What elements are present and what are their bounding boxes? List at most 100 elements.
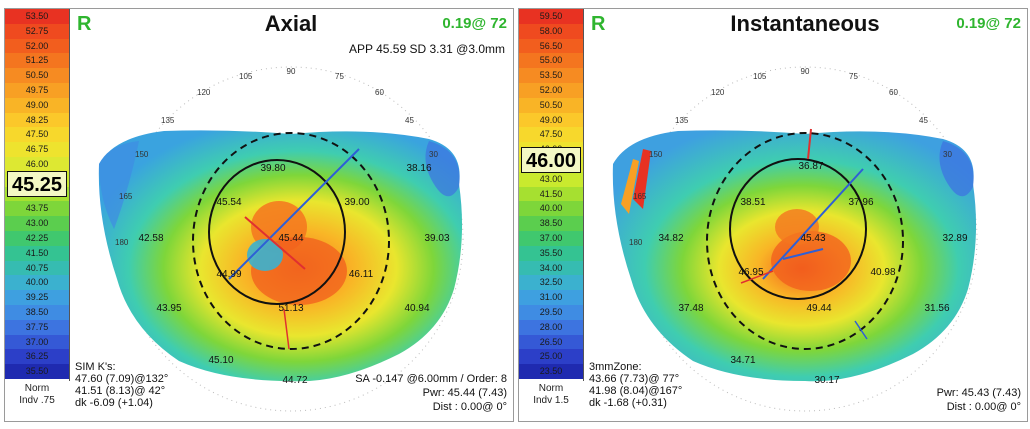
map-value: 46.11 xyxy=(349,269,374,280)
map-value: 45.54 xyxy=(216,197,241,208)
angle-label-90: 90 xyxy=(287,67,296,76)
angle-label-180: 180 xyxy=(115,238,129,247)
scale-row: 50.50 xyxy=(519,97,583,113)
scale-row: 47.50 xyxy=(519,127,583,143)
angle-label-45: 45 xyxy=(919,116,928,125)
inst-topography-map[interactable]: 90 75 60 45 30 105 120 135 150 165 180 3… xyxy=(583,9,1027,421)
scale-row: 38.50 xyxy=(5,305,69,320)
inst-title: Instantaneous xyxy=(730,11,880,36)
scale-row: 35.50 xyxy=(5,364,69,379)
scale-row: 49.00 xyxy=(519,112,583,128)
map-value: 37.96 xyxy=(848,197,873,208)
scale-row: 35.50 xyxy=(519,245,583,261)
scale-row: 37.75 xyxy=(5,319,69,335)
angle-label-150: 150 xyxy=(135,150,149,159)
scale-row: 28.00 xyxy=(519,319,583,335)
angle-label-30: 30 xyxy=(943,150,952,159)
map-value: 39.80 xyxy=(260,163,285,174)
angle-label-165: 165 xyxy=(633,192,647,201)
map-value: 49.44 xyxy=(806,303,831,314)
map-value: 42.58 xyxy=(138,233,163,244)
scale-row: 53.50 xyxy=(519,68,583,83)
scale-row: 41.50 xyxy=(519,186,583,202)
angle-label-135: 135 xyxy=(675,116,689,125)
scale-row: 32.50 xyxy=(519,275,583,291)
scale-row: 52.00 xyxy=(519,83,583,98)
map-value: 45.43 xyxy=(800,233,825,244)
angle-label-105: 105 xyxy=(753,72,767,81)
axial-title: Axial xyxy=(264,11,318,36)
map-value: 40.98 xyxy=(870,267,895,278)
scale-row: 40.75 xyxy=(5,260,69,276)
map-value: 39.03 xyxy=(424,233,449,244)
angle-label-150: 150 xyxy=(649,150,663,159)
scale-row: 23.50 xyxy=(519,364,583,379)
scale-row: 51.25 xyxy=(5,53,69,69)
map-value: 34.82 xyxy=(658,233,683,244)
scale-row: 48.25 xyxy=(5,112,69,128)
inst-dist: Dist : 0.00@ 0° xyxy=(946,401,1021,413)
scale-row: 31.00 xyxy=(519,290,583,305)
instantaneous-map-panel: 59.50 58.00 56.50 55.00 53.50 52.00 50.50 49.00… xyxy=(518,8,1028,422)
inst-zone-info: 3mmZone: 43.66 (7.73)@ 77° 41.98 (8.04)@… xyxy=(589,361,683,409)
inst-current-value[interactable]: 46.00 xyxy=(521,147,581,173)
axial-scale-footer: Norm Indv .75 xyxy=(19,383,55,406)
inst-scale-footer: Norm Indv 1.5 xyxy=(533,383,569,406)
angle-label-60: 60 xyxy=(375,88,384,97)
scale-row: 26.50 xyxy=(519,334,583,350)
scale-row: 56.50 xyxy=(519,38,583,54)
map-value: 44.72 xyxy=(282,375,307,386)
scale-row: 41.50 xyxy=(5,245,69,261)
scale-row: 50.50 xyxy=(5,68,69,83)
scale-row: 39.25 xyxy=(5,290,69,305)
scale-row: 59.50 xyxy=(519,9,583,24)
scale-row: 40.00 xyxy=(519,201,583,217)
angle-label-90: 90 xyxy=(801,67,810,76)
map-value: 40.94 xyxy=(404,303,429,314)
map-value: 31.56 xyxy=(924,303,949,314)
angle-label-135: 135 xyxy=(161,116,175,125)
inst-pwr: Pwr: 45.43 (7.43) xyxy=(936,387,1021,399)
angle-label-120: 120 xyxy=(197,88,211,97)
scale-row: 52.00 xyxy=(5,38,69,54)
inst-eye-label: R xyxy=(591,13,606,35)
inst-meta: 0.19@ 72 xyxy=(956,15,1021,32)
inst-solid-ring xyxy=(729,158,867,300)
scale-row: 52.75 xyxy=(5,23,69,39)
axial-topography-map[interactable]: 90 75 60 45 30 105 120 135 150 165 180 3… xyxy=(69,9,513,421)
map-value: 32.89 xyxy=(942,233,967,244)
scale-row: 53.50 xyxy=(5,9,69,24)
map-value: 44.99 xyxy=(216,269,241,280)
scale-row: 46.75 xyxy=(5,142,69,157)
axial-apex-info: APP 45.59 SD 3.31 @3.0mm xyxy=(348,42,505,56)
angle-label-75: 75 xyxy=(335,72,344,81)
scale-row: 43.00 xyxy=(5,216,69,231)
scale-row: 49.75 xyxy=(5,83,69,98)
scale-row: 47.50 xyxy=(5,127,69,143)
angle-label-180: 180 xyxy=(629,238,643,247)
angle-label-105: 105 xyxy=(239,72,253,81)
scale-row: 25.00 xyxy=(519,349,583,365)
map-value: 38.16 xyxy=(406,163,431,174)
angle-label-45: 45 xyxy=(405,116,414,125)
axial-flat-axis xyxy=(228,148,360,280)
inst-flat-axis xyxy=(762,168,864,280)
map-value: 37.48 xyxy=(678,303,703,314)
inst-dashed-ring xyxy=(706,132,904,350)
map-value: 34.71 xyxy=(730,355,755,366)
axial-sim-k: SIM K's: 47.60 (7.09)@132° 41.51 (8.13)@… xyxy=(75,361,169,409)
map-value: 38.51 xyxy=(740,197,765,208)
axial-dist: Dist : 0.00@ 0° xyxy=(432,401,507,413)
map-value: 45.44 xyxy=(278,233,303,244)
axial-current-value[interactable]: 45.25 xyxy=(7,171,67,197)
map-value: 46.95 xyxy=(738,267,763,278)
map-value: 51.13 xyxy=(278,303,303,314)
scale-row: 37.00 xyxy=(5,334,69,350)
axial-sa: SA -0.147 @6.00mm / Order: 8 xyxy=(355,373,507,385)
axial-eye-label: R xyxy=(77,13,92,35)
scale-row: 36.25 xyxy=(5,349,69,365)
axial-solid-ring xyxy=(208,159,346,305)
scale-row: 55.00 xyxy=(519,53,583,69)
map-value: 39.00 xyxy=(344,197,369,208)
map-value: 36.87 xyxy=(798,161,823,172)
